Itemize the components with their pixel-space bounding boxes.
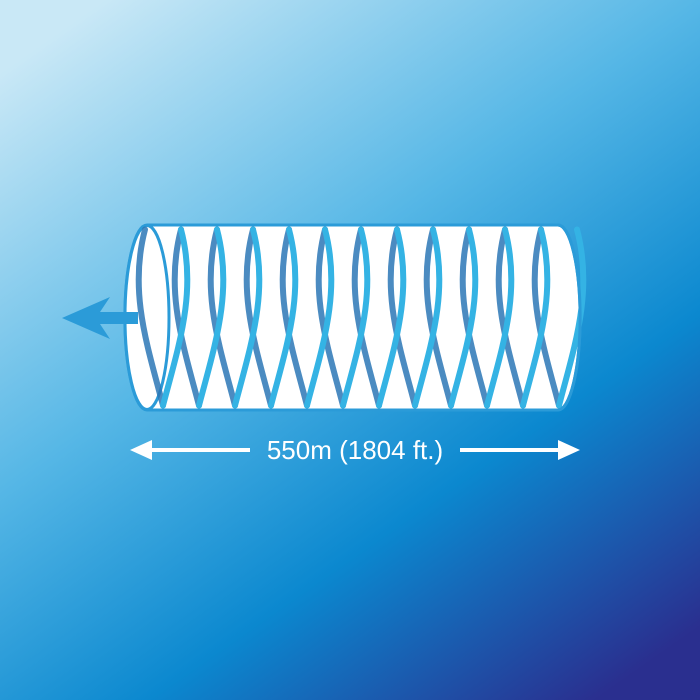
diagram-canvas: 550m (1804 ft.) xyxy=(0,0,700,700)
dimension-label: 550m (1804 ft.) xyxy=(267,435,443,465)
diagram-svg: 550m (1804 ft.) xyxy=(0,0,700,700)
